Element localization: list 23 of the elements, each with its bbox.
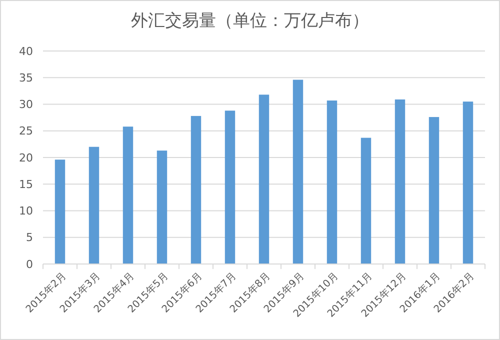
bar: [462, 102, 474, 264]
y-tick-label: 40: [19, 44, 33, 58]
y-tick-label: 35: [19, 71, 33, 84]
bar: [326, 100, 338, 264]
y-tick-label: 10: [19, 204, 33, 218]
y-tick-label: 25: [19, 124, 33, 138]
bar: [88, 146, 100, 264]
bar: [428, 117, 440, 264]
bar: [156, 150, 168, 264]
y-tick-label: 0: [26, 258, 33, 271]
chart-title: 外汇交易量（单位：万亿卢布）: [131, 11, 369, 31]
bar: [292, 80, 304, 264]
y-tick-label: 15: [19, 178, 33, 191]
bar: [394, 99, 406, 264]
bar: [54, 160, 66, 264]
bar: [190, 116, 202, 264]
bar: [122, 126, 134, 264]
y-tick-label: 20: [19, 151, 33, 164]
bar: [360, 138, 372, 264]
bar: [258, 94, 270, 264]
bar: [224, 110, 236, 264]
y-tick-label: 5: [26, 231, 33, 244]
y-tick-label: 30: [19, 98, 33, 112]
